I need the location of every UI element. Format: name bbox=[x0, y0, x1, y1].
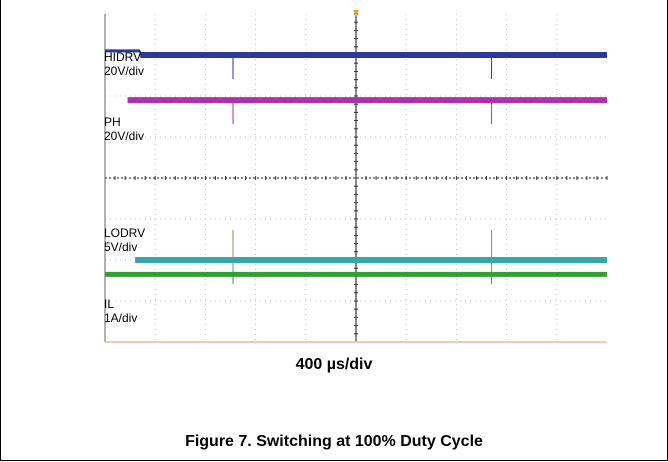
traces bbox=[105, 49, 607, 284]
trigger-marker bbox=[353, 10, 359, 16]
label-il: IL 1A/div bbox=[104, 297, 137, 325]
label-hidrv-scale: 20V/div bbox=[104, 64, 145, 78]
label-hidrv-name: HIDRV bbox=[104, 50, 142, 64]
label-lodrv-name: LODRV bbox=[104, 226, 146, 240]
figure-caption: Figure 7. Switching at 100% Duty Cycle bbox=[185, 433, 483, 450]
label-il-scale: 1A/div bbox=[104, 311, 138, 325]
label-hidrv: HIDRV 20V/div bbox=[104, 50, 144, 78]
label-il-name: IL bbox=[104, 297, 115, 311]
grid bbox=[104, 10, 608, 343]
label-ph-scale: 20V/div bbox=[104, 129, 145, 143]
x-axis-label: 400 µs/div bbox=[295, 356, 373, 373]
label-lodrv-scale: 5V/div bbox=[104, 240, 138, 254]
label-ph: PH 20V/div bbox=[104, 115, 144, 143]
label-ph-name: PH bbox=[104, 115, 121, 129]
label-lodrv: LODRV 5V/div bbox=[104, 226, 145, 254]
